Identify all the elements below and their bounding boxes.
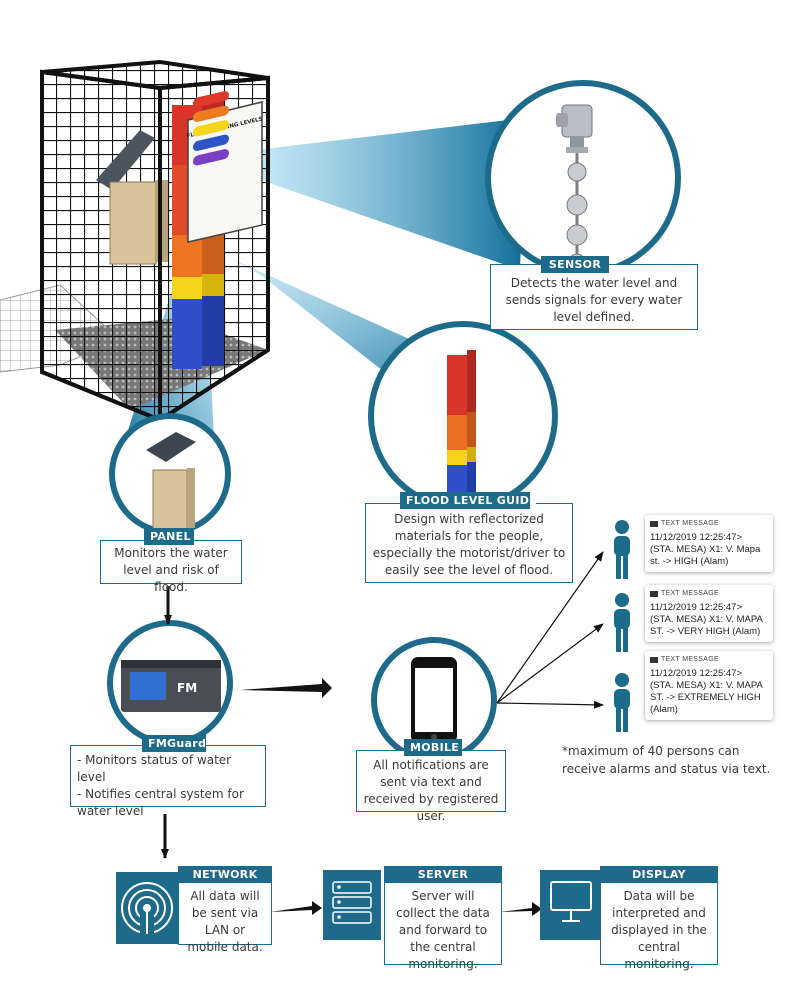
server-tag: SERVER — [384, 866, 502, 883]
message-text: 11/12/2019 12:25:47> (STA. MESA) X1: V. … — [650, 668, 763, 715]
text-message-card: TEXT MESSAGE 11/12/2019 12:25:47> (STA. … — [645, 651, 773, 720]
network-to-server-arrow — [270, 901, 322, 915]
mobile-tag: MOBILE — [404, 739, 462, 756]
panel-description: Monitors the water level and risk of flo… — [100, 540, 242, 594]
network-icon — [116, 872, 178, 944]
display-description: Data will be interpreted and displayed i… — [600, 875, 718, 971]
flood-guide-tag: FLOOD LEVEL GUIDE — [400, 492, 537, 509]
mobile-to-user2-arrow — [496, 623, 604, 704]
message-text: 11/12/2019 12:25:47> (STA. MESA) X1: V. … — [650, 532, 761, 567]
mobile-to-user1-arrow — [496, 551, 604, 704]
server-description: Server will collect the data and forward… — [384, 875, 502, 971]
network-description: All data will be sent via LAN or mobile … — [178, 875, 272, 954]
flood-guide-circle — [368, 321, 558, 511]
network-tag: NETWORK — [178, 866, 272, 883]
mobile-circle — [371, 637, 497, 763]
fmguard-list-item: - Notifies central system for water leve… — [77, 787, 244, 818]
sign-level-bar — [193, 91, 229, 108]
mobile-to-user3-arrow — [496, 700, 604, 709]
sensor-tag: SENSOR — [541, 256, 609, 273]
sensor-beam — [255, 118, 525, 270]
fmguard-list-item: - Monitors status of water level — [77, 753, 232, 784]
text-message-card: TEXT MESSAGE 11/12/2019 12:25:47> (STA. … — [645, 585, 773, 642]
sign-level-bar — [193, 134, 229, 151]
display-tag: DISPLAY — [600, 866, 718, 883]
fmguard-list: - Monitors status of water level - Notifi… — [77, 752, 259, 820]
server-icon — [323, 870, 381, 940]
user-icon-2 — [614, 593, 630, 652]
flood-guide-description: Design with reflectorized materials for … — [365, 503, 573, 583]
sensor-description: Detects the water level and sends signal… — [490, 264, 698, 330]
envelope-icon — [650, 591, 658, 597]
fmguard-circle: FM — [107, 620, 233, 746]
mobile-description: All notifications are sent via text and … — [356, 750, 506, 823]
capacity-note: *maximum of 40 persons can receive alarm… — [562, 744, 771, 776]
sign-level-bar — [193, 149, 229, 166]
message-text: 11/12/2019 12:25:47> (STA. MESA) X1: V. … — [650, 602, 763, 637]
panel-tag: PANEL — [144, 528, 194, 545]
flood-warning-sign: FLOOD WARNING LEVELS — [186, 91, 263, 243]
fmguard-to-mobile-arrow — [240, 678, 332, 698]
fmguard-description: - Monitors status of water level - Notifi… — [70, 745, 266, 818]
server-to-display-arrow — [500, 902, 542, 916]
display-icon — [540, 870, 602, 940]
user-icon-1 — [614, 520, 630, 579]
fmguard-tag: FMGuard — [142, 735, 206, 752]
envelope-icon — [650, 657, 658, 663]
fm-device-label: FM — [177, 681, 197, 695]
sensor-circle — [485, 80, 681, 276]
envelope-icon — [650, 521, 658, 527]
user-icon-3 — [614, 673, 630, 732]
sign-level-bar — [193, 120, 229, 137]
sign-level-bar — [193, 105, 229, 122]
panel-circle — [109, 413, 231, 535]
text-message-card: TEXT MESSAGE 11/12/2019 12:25:47> (STA. … — [645, 515, 773, 572]
